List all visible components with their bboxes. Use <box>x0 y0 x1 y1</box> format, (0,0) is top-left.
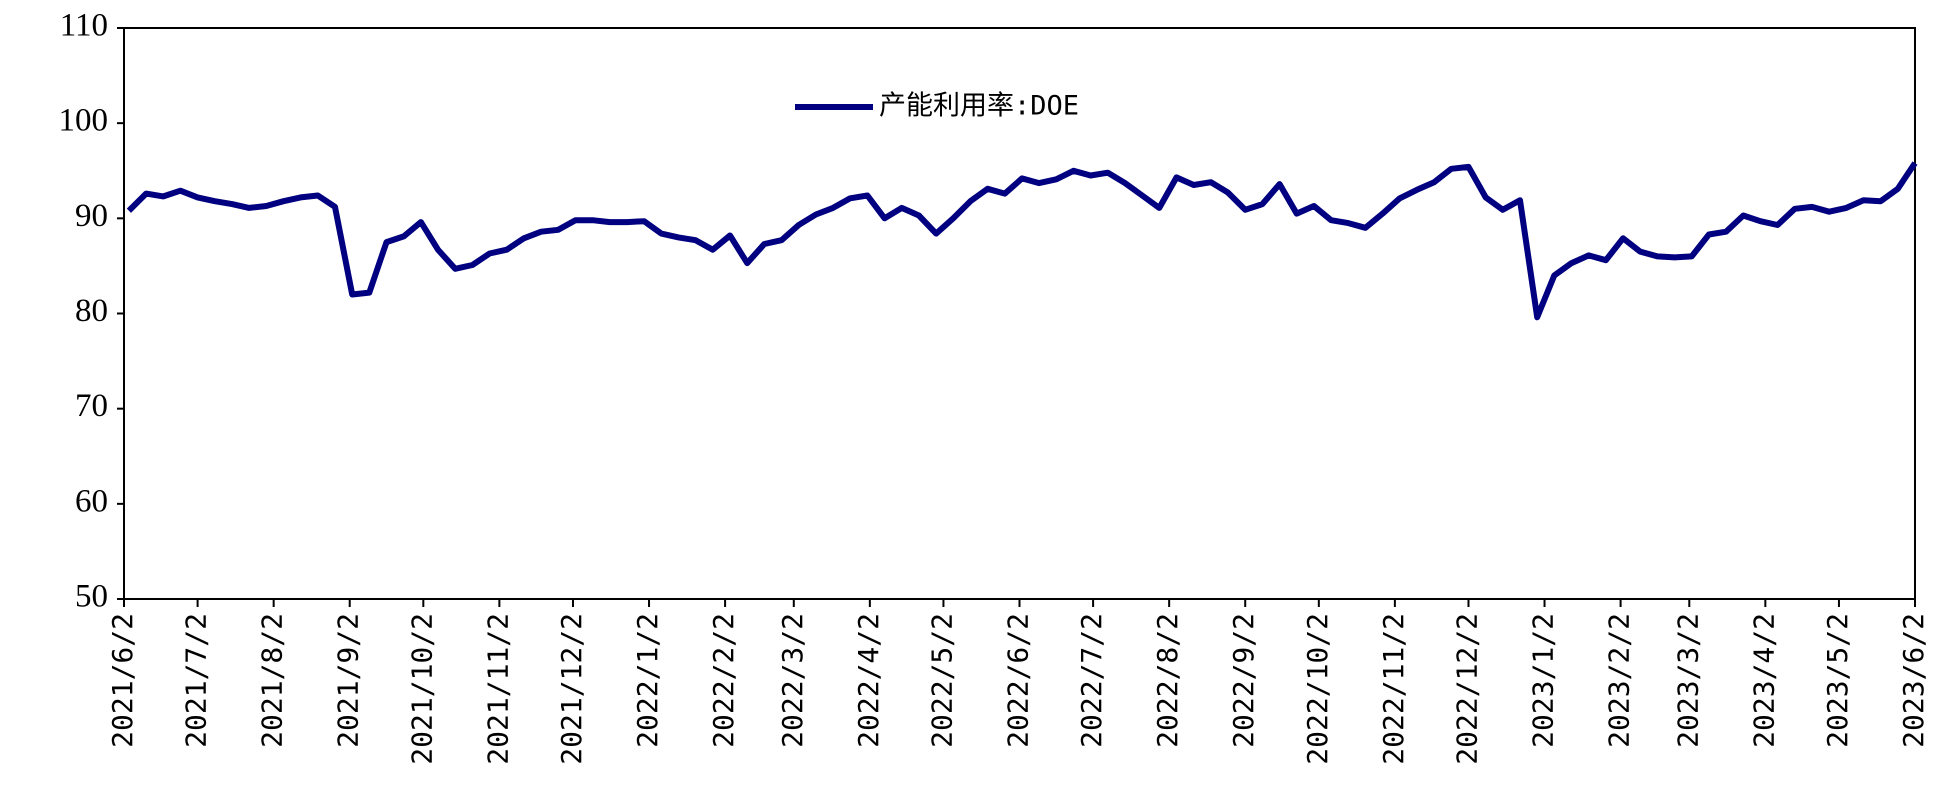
x-tick-label: 2022/12/2 <box>1450 613 1483 765</box>
y-tick-label: 60 <box>75 483 108 519</box>
x-tick-label: 2023/6/2 <box>1897 613 1930 748</box>
x-tick-label: 2022/5/2 <box>925 613 958 748</box>
x-tick-label: 2023/1/2 <box>1527 613 1560 748</box>
line-series <box>126 161 1918 321</box>
y-tick-label: 110 <box>60 8 108 44</box>
legend-label: 产能利用率:DOE <box>879 91 1079 122</box>
x-tick-label: 2022/4/2 <box>852 613 885 748</box>
y-tick-label: 100 <box>59 103 109 139</box>
x-tick-label: 2023/5/2 <box>1821 613 1854 748</box>
x-tick-label: 2022/1/2 <box>631 613 664 748</box>
y-tick-label: 50 <box>75 579 108 615</box>
x-tick-label: 2022/8/2 <box>1151 613 1184 748</box>
x-tick-label: 2021/11/2 <box>481 613 514 765</box>
x-tick-label: 2021/8/2 <box>256 613 289 748</box>
x-tick-label: 2022/11/2 <box>1377 613 1410 765</box>
x-tick-label: 2022/7/2 <box>1075 613 1108 748</box>
x-tick-label: 2023/3/2 <box>1671 613 1704 748</box>
x-tick-label: 2022/10/2 <box>1301 613 1334 765</box>
y-tick-label: 70 <box>75 388 108 424</box>
x-tick-label: 2021/6/2 <box>106 613 139 748</box>
x-tick-label: 2022/9/2 <box>1227 613 1260 748</box>
y-tick-label: 90 <box>75 198 108 234</box>
x-tick-label: 2022/3/2 <box>776 613 809 748</box>
x-tick-label: 2022/2/2 <box>707 613 740 748</box>
x-tick-label: 2021/7/2 <box>180 613 213 748</box>
x-tick-label: 2023/4/2 <box>1747 613 1780 748</box>
x-tick-label: 2022/6/2 <box>1002 613 1035 748</box>
x-tick-label: 2021/9/2 <box>332 613 365 748</box>
x-tick-label: 2023/2/2 <box>1603 613 1636 748</box>
x-tick-label: 2021/12/2 <box>555 613 588 765</box>
x-tick-label: 2021/10/2 <box>405 613 438 765</box>
y-tick-label: 80 <box>75 293 108 329</box>
